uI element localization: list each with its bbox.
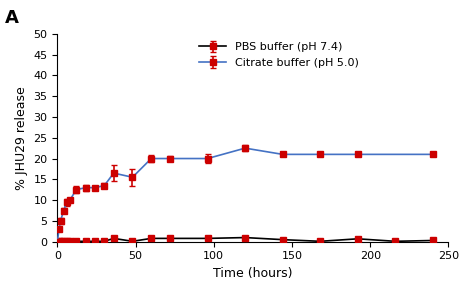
Y-axis label: % JHU29 release: % JHU29 release: [15, 86, 28, 190]
Text: A: A: [5, 9, 18, 27]
Legend: PBS buffer (pH 7.4), Citrate buffer (pH 5.0): PBS buffer (pH 7.4), Citrate buffer (pH …: [194, 38, 364, 72]
X-axis label: Time (hours): Time (hours): [213, 267, 292, 280]
